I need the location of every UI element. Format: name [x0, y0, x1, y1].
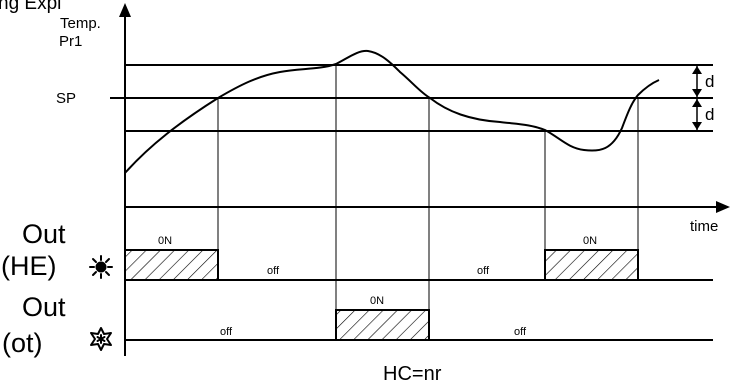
- cooling-state-label: off: [514, 326, 527, 338]
- heating-state-label: off: [477, 265, 490, 277]
- y-axis-label-temp: Temp.: [60, 15, 101, 32]
- heating-output-label: Out: [22, 219, 66, 249]
- snowflake-icon: [90, 327, 112, 351]
- y-axis-arrow: [119, 3, 131, 17]
- y-axis: [119, 3, 131, 356]
- cooling-output-label-code: (ot): [2, 328, 43, 358]
- heating-state-label: 0N: [583, 235, 597, 247]
- sun-icon: [89, 255, 113, 279]
- differential-upper-bracket: [692, 66, 702, 97]
- y-axis-label-probe: Pr1: [59, 33, 82, 50]
- setpoint-label: SP: [56, 90, 76, 107]
- cooling-output-label: Out: [22, 292, 66, 322]
- temperature-curve: [124, 49, 660, 174]
- differential-lower-bracket: [692, 99, 702, 130]
- time-axis-arrow: [716, 201, 730, 213]
- differential-upper-label: d: [705, 72, 714, 91]
- cooling-on-pulse: [335, 309, 430, 341]
- control-mode-label: HC=nr: [383, 363, 442, 383]
- heating-state-label: off: [267, 265, 280, 277]
- heating-on-pulse: [544, 249, 639, 281]
- cooling-state-label: off: [220, 326, 233, 338]
- heating-on-pulse: [124, 249, 219, 281]
- time-axis-label: time: [690, 218, 718, 235]
- differential-lower-label: d: [705, 105, 714, 124]
- cooling-state-label: 0N: [370, 295, 384, 307]
- time-axis: [125, 201, 730, 213]
- heating-state-label: 0N: [158, 235, 172, 247]
- heating-output-label-code: (HE): [1, 251, 57, 281]
- header-fragment: ng Expl: [0, 0, 61, 14]
